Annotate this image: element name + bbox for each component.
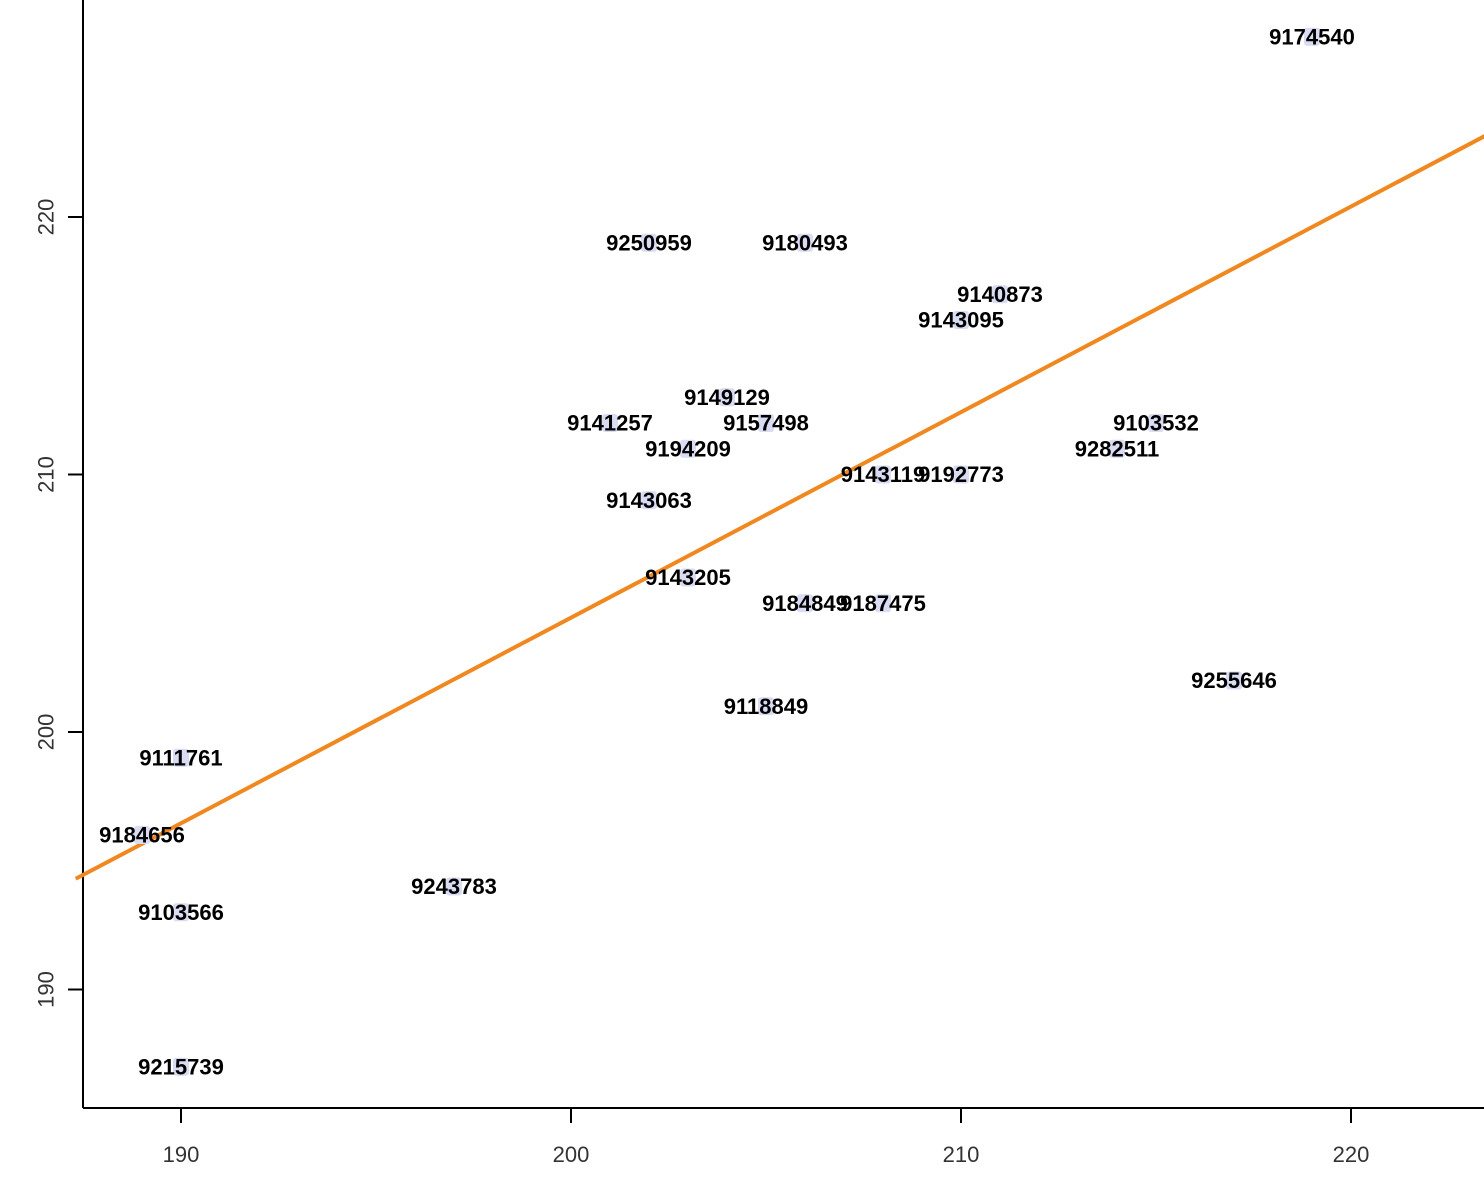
point-marker (641, 233, 657, 252)
point-label: 9141257 (567, 411, 653, 436)
point-label: 9103566 (138, 900, 224, 925)
point-marker (1109, 439, 1125, 458)
point-marker (797, 594, 813, 613)
point-marker (680, 439, 696, 458)
point-label: 9180493 (762, 230, 848, 255)
point-marker (173, 1057, 189, 1076)
trend-line-group (74, 134, 1484, 881)
point-label: 9149129 (684, 385, 770, 410)
y-tick-label: 200 (34, 714, 59, 751)
point-label: 9184656 (99, 823, 185, 848)
point-label: 9192773 (918, 462, 1004, 487)
point-label: 9184849 (762, 591, 848, 616)
data-point: 9194209 (645, 436, 731, 461)
data-point: 9143063 (606, 488, 692, 513)
data-point: 9103566 (138, 900, 224, 925)
point-marker (173, 748, 189, 767)
point-marker (173, 903, 189, 922)
data-point: 9215739 (138, 1054, 224, 1079)
point-label: 9187475 (840, 591, 926, 616)
point-marker (1148, 414, 1164, 432)
point-label: 9143119 (841, 462, 925, 487)
data-point: 9143095 (918, 308, 1004, 333)
point-label: 9243783 (411, 874, 497, 899)
point-marker (875, 594, 891, 613)
point-label: 9255646 (1191, 668, 1277, 693)
data-point: 9141257 (567, 411, 653, 436)
y-tick-label: 220 (34, 199, 59, 236)
x-tick-label: 220 (1333, 1142, 1370, 1167)
point-marker (134, 826, 150, 844)
point-marker (758, 414, 774, 432)
point-marker (446, 877, 462, 896)
data-point: 9103532 (1113, 411, 1199, 436)
point-label: 9103532 (1113, 411, 1199, 436)
point-label: 9140873 (957, 282, 1043, 307)
point-label: 9143095 (918, 308, 1004, 333)
point-label: 9111761 (139, 745, 222, 770)
y-tick-label: 190 (34, 971, 59, 1008)
point-marker (953, 465, 969, 484)
data-point: 9250959 (606, 230, 692, 255)
point-label: 9157498 (723, 411, 809, 436)
data-point: 9282511 (1075, 436, 1159, 461)
point-marker (797, 233, 813, 252)
data-point: 9243783 (411, 874, 497, 899)
data-point: 9140873 (957, 282, 1043, 307)
data-point: 9143205 (645, 565, 731, 590)
x-tick-label: 190 (163, 1142, 200, 1167)
point-label: 9194209 (645, 436, 731, 461)
data-point: 9157498 (723, 411, 809, 436)
data-point: 9149129 (684, 385, 770, 410)
point-marker (1304, 27, 1320, 46)
point-marker (875, 465, 891, 484)
point-marker (992, 285, 1008, 304)
point-label: 9143063 (606, 488, 692, 513)
data-point: 9118849 (724, 694, 808, 719)
point-label: 9250959 (606, 230, 692, 255)
data-point: 9143119 (841, 462, 925, 487)
data-point: 9187475 (840, 591, 926, 616)
y-tick-label: 210 (34, 456, 59, 493)
axes: 190 200 210 220 190 200 210 220 (34, 0, 1484, 1167)
point-label: 9118849 (724, 694, 808, 719)
data-point: 9174540 (1269, 24, 1355, 49)
point-marker (758, 697, 774, 716)
point-marker (1226, 671, 1242, 690)
data-point: 9111761 (139, 745, 222, 770)
x-tick-label: 200 (553, 1142, 590, 1167)
data-point: 9192773 (918, 462, 1004, 487)
point-label: 9215739 (138, 1054, 224, 1079)
x-tick-label: 210 (943, 1142, 980, 1167)
point-label: 9282511 (1075, 436, 1159, 461)
point-marker (602, 414, 618, 432)
data-point: 9255646 (1191, 668, 1277, 693)
point-marker (680, 568, 696, 587)
data-point: 9184656 (99, 823, 185, 848)
trend-line (74, 134, 1484, 881)
data-point: 9180493 (762, 230, 848, 255)
point-label: 9174540 (1269, 24, 1355, 49)
point-marker (719, 388, 735, 407)
point-marker (641, 491, 657, 510)
point-marker (953, 311, 969, 329)
data-point: 9184849 (762, 591, 848, 616)
point-label: 9143205 (645, 565, 731, 590)
